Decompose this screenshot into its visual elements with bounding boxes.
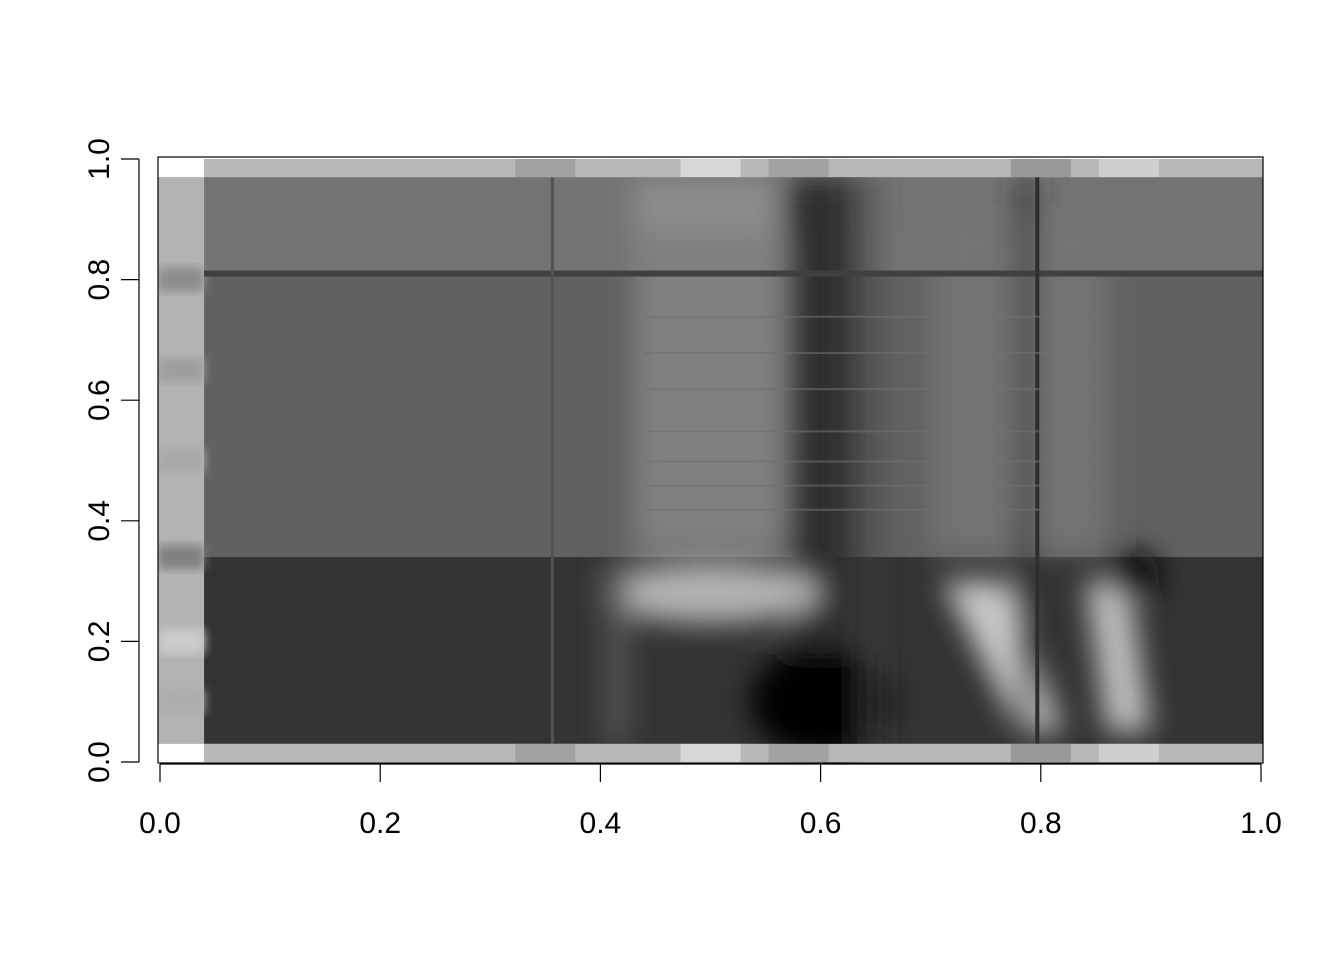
reference-column-top <box>158 157 205 178</box>
dark-horizontal-line <box>204 270 1263 277</box>
edge-band-shade <box>1010 159 1071 178</box>
plot-frame <box>157 156 1264 764</box>
edge-band-shade <box>1010 743 1071 762</box>
edge-band-shade <box>515 159 576 178</box>
edge-band-shade <box>1098 159 1159 178</box>
reference-stripe <box>158 544 205 569</box>
edge-band-shade <box>768 743 829 762</box>
reference-stripe <box>158 689 205 714</box>
faint-horizontal-line <box>644 388 1107 391</box>
reference-stripe <box>158 358 205 383</box>
dark-blob <box>750 646 891 757</box>
x-tick-label: 0.0 <box>139 807 181 840</box>
y-tick-label: 0.4 <box>83 500 116 542</box>
bright-region <box>600 563 821 624</box>
y-tick-label: 1.0 <box>83 138 116 180</box>
heatmap-image <box>158 157 1263 763</box>
reference-stripe <box>158 629 205 654</box>
x-axis: 0.0 0.2 0.4 0.6 0.8 1.0 <box>139 763 1282 840</box>
x-tick-label: 1.0 <box>1240 807 1282 840</box>
y-tick-label: 0.6 <box>83 379 116 421</box>
x-tick-label: 0.6 <box>800 807 842 840</box>
x-tick-label: 0.2 <box>359 807 401 840</box>
faint-horizontal-line <box>644 508 1107 511</box>
faint-horizontal-line <box>644 315 1107 318</box>
reference-stripe <box>158 267 205 292</box>
edge-band-shade <box>768 159 829 178</box>
light-vertical-streak <box>605 556 628 744</box>
edge-band-shade <box>680 743 741 762</box>
x-tick-label: 0.4 <box>580 807 622 840</box>
bright-diagonal-streak <box>1084 581 1151 732</box>
edge-band-shade <box>515 743 576 762</box>
y-tick-label: 0.2 <box>83 621 116 663</box>
y-tick-label: 0.0 <box>83 741 116 783</box>
upper-light-block <box>633 177 777 232</box>
faint-vertical-line <box>550 177 554 744</box>
y-tick-label: 0.8 <box>83 259 116 301</box>
reference-column-bottom <box>158 743 205 763</box>
faint-horizontal-line <box>644 484 1107 487</box>
x-tick-label: 0.8 <box>1020 807 1062 840</box>
faint-horizontal-line <box>644 351 1107 354</box>
dark-spot <box>1109 550 1160 601</box>
reference-stripe <box>158 448 205 473</box>
edge-band-shade <box>1098 743 1159 762</box>
faint-horizontal-line <box>644 430 1107 433</box>
faint-horizontal-line <box>644 460 1107 463</box>
edge-band-shade <box>680 159 741 178</box>
y-axis: 0.0 0.2 0.4 0.6 0.8 1.0 <box>83 138 140 783</box>
